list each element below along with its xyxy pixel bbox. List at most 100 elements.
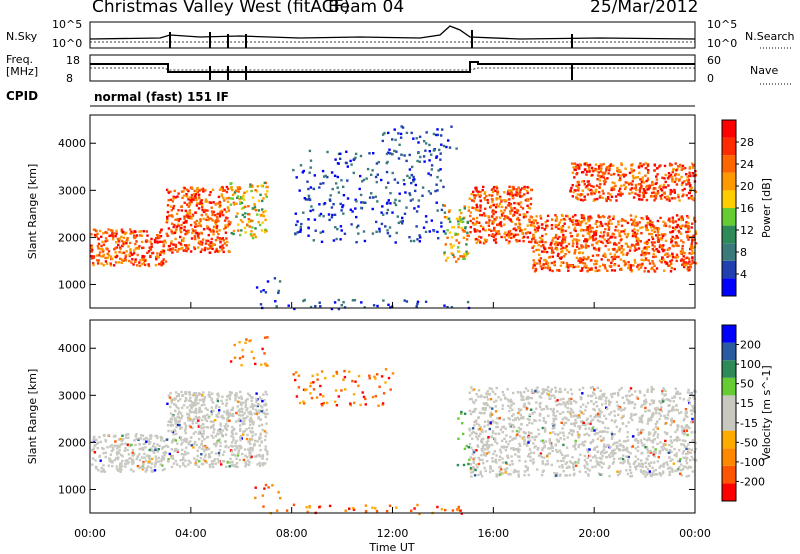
power-cell — [607, 238, 610, 241]
velocity-cell — [189, 461, 192, 464]
velocity-cell — [258, 436, 261, 439]
velocity-cell — [185, 398, 188, 402]
power-cell — [336, 162, 340, 165]
power-cell — [244, 231, 247, 234]
power-cell — [629, 246, 632, 249]
velocity-cell — [197, 425, 200, 428]
velocity-cell — [175, 395, 179, 398]
velocity-cell — [682, 433, 686, 436]
power-cell — [479, 194, 482, 197]
power-cell — [371, 232, 375, 235]
power-cell — [651, 247, 654, 251]
power-cell — [673, 197, 677, 200]
velocity-cell — [502, 446, 505, 449]
power-cell — [653, 230, 656, 233]
power-cell — [196, 186, 199, 190]
power-cell — [630, 187, 634, 190]
velocity-cell — [562, 434, 566, 437]
velocity-cell — [685, 409, 688, 413]
power-cell — [180, 205, 183, 208]
power-cell — [381, 133, 385, 136]
power-cell — [649, 219, 652, 223]
power-cell — [508, 229, 512, 233]
power-cell — [668, 175, 671, 178]
velocity-cell — [117, 445, 120, 448]
power-cell — [682, 251, 685, 254]
velocity-cell — [215, 415, 218, 418]
velocity-cell — [154, 446, 157, 449]
velocity-cell — [230, 431, 233, 434]
power-cell — [235, 215, 238, 218]
velocity-cell — [604, 445, 608, 448]
power-cell — [522, 235, 526, 239]
velocity-cell — [108, 457, 111, 460]
velocity-cell — [644, 461, 647, 464]
power-cell — [380, 178, 383, 182]
velocity-cell — [676, 426, 679, 429]
power-cell — [198, 221, 201, 225]
velocity-cell — [564, 474, 567, 477]
velocity-cell — [99, 440, 102, 444]
power-cell — [637, 268, 640, 271]
velocity-cell — [604, 399, 607, 402]
power-cell — [416, 238, 419, 241]
power-cell — [642, 247, 646, 250]
power-cell — [675, 169, 678, 172]
power-cell — [92, 263, 95, 267]
power-cell — [629, 268, 632, 271]
power-cell — [541, 234, 544, 238]
power-cell — [345, 150, 348, 153]
velocity-cell — [212, 431, 215, 434]
velocity-cell — [495, 399, 498, 402]
power-cell — [602, 192, 605, 195]
velocity-cell — [670, 417, 673, 420]
velocity-cell — [572, 468, 576, 471]
power-cell — [620, 246, 623, 250]
power-cell — [200, 231, 203, 235]
power-cell — [647, 238, 651, 242]
velocity-cell — [557, 439, 561, 443]
velocity-cell — [189, 399, 192, 403]
power-cell — [478, 230, 481, 233]
velocity-cell — [593, 429, 596, 432]
power-cell — [619, 177, 622, 180]
power-cell — [687, 238, 690, 241]
velocity-cell — [103, 470, 107, 473]
velocity-cell — [238, 444, 241, 448]
velocity-cell — [491, 469, 495, 472]
power-cell — [454, 232, 457, 235]
power-cell — [109, 262, 112, 265]
power-cell — [589, 235, 592, 239]
velocity-cell — [514, 437, 517, 440]
power-cell — [436, 175, 439, 179]
velocity-cell — [264, 363, 267, 366]
velocity-cell — [154, 462, 157, 465]
power-cell — [432, 132, 436, 136]
power-cell — [179, 235, 182, 239]
power-cell — [423, 160, 426, 163]
velocity-cell — [600, 457, 603, 460]
power-cell — [129, 228, 132, 231]
power-cell — [655, 167, 659, 170]
power-cell — [628, 171, 632, 175]
power-cell — [218, 188, 222, 191]
velocity-cell — [626, 435, 629, 439]
power-cell — [107, 250, 111, 253]
velocity-cell — [652, 413, 655, 416]
power-cell — [168, 214, 171, 217]
velocity-cell — [484, 469, 487, 473]
power-cell — [441, 128, 444, 131]
power-cell — [595, 169, 598, 172]
power-cell — [455, 147, 458, 150]
power-cell — [606, 232, 609, 235]
power-cell — [627, 232, 630, 236]
velocity-cell — [574, 418, 577, 422]
power-cell — [637, 247, 641, 250]
power-cell — [690, 186, 694, 189]
velocity-cell — [663, 447, 666, 450]
power-cell — [668, 217, 671, 221]
power-cell — [170, 230, 173, 234]
velocity-cell — [126, 459, 129, 462]
power-cell — [556, 241, 559, 244]
velocity-cell — [577, 458, 581, 461]
